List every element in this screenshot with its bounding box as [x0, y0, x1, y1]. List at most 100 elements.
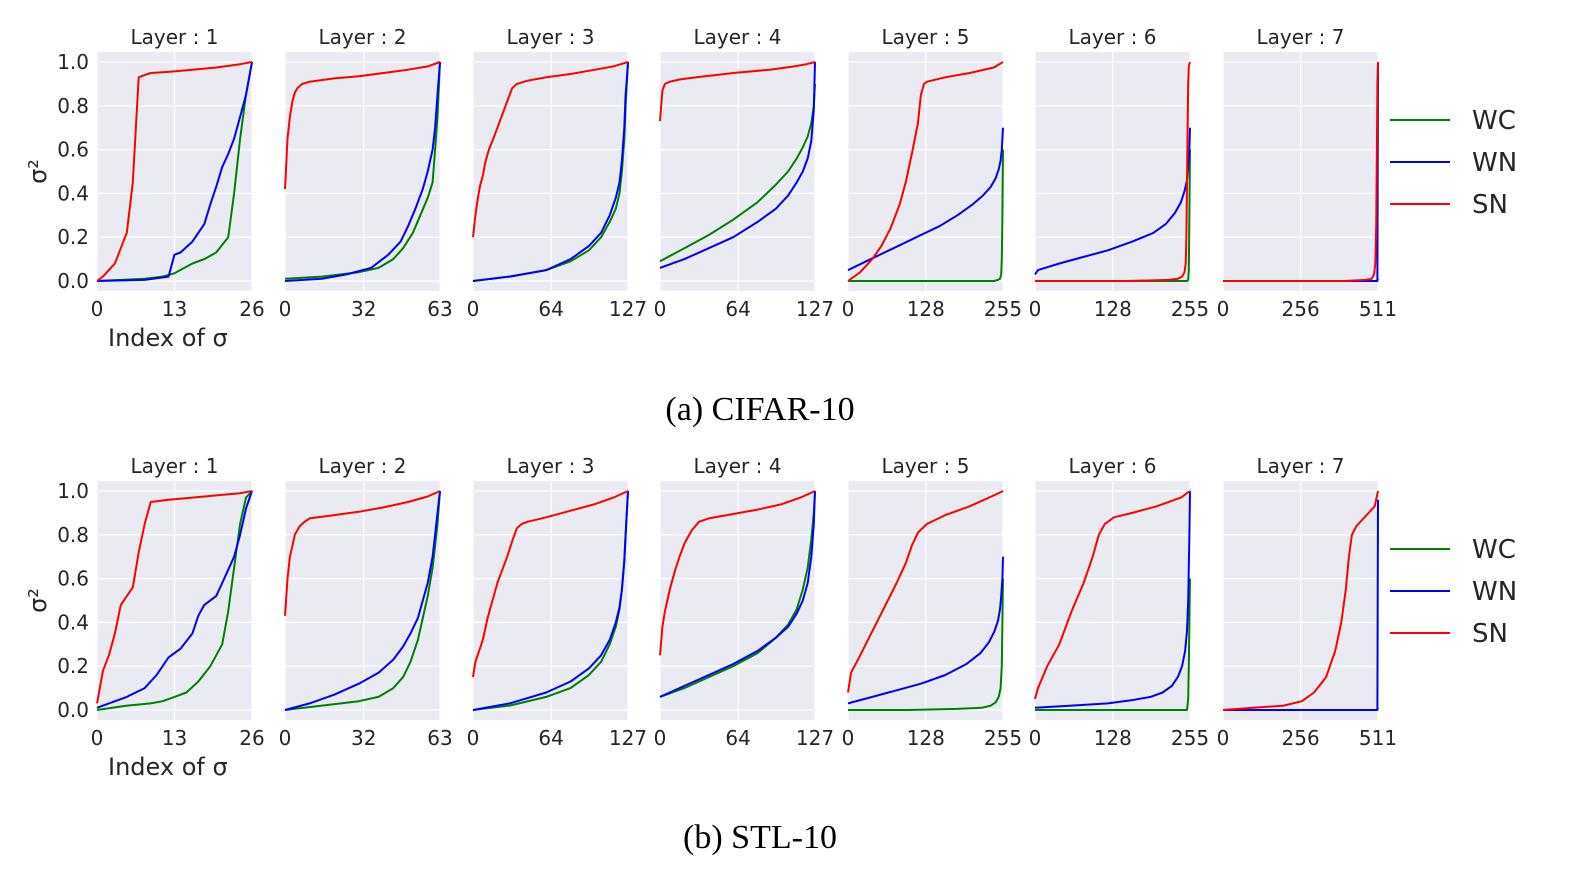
series-line-wn: [847, 127, 1004, 272]
y-tick-label: 1.0: [57, 50, 89, 74]
x-tick-label: 255: [984, 297, 1022, 321]
panel-layer-5: Layer : 5 0 128 255: [842, 454, 1022, 750]
x-tick-label: 255: [1171, 297, 1209, 321]
series-line-sn: [96, 61, 253, 282]
legend-label: SN: [1472, 190, 1508, 220]
y-tick-label: 0.4: [57, 610, 89, 634]
panel-title: Layer : 2: [319, 454, 407, 478]
y-tick-label: 0.0: [57, 698, 89, 722]
panel-title: Layer : 4: [694, 454, 782, 478]
y-tick-label: 0.2: [57, 225, 89, 249]
legend: WC WN SN: [1390, 106, 1517, 220]
x-tick-label: 128: [1094, 297, 1132, 321]
x-tick-label: 127: [796, 297, 834, 321]
y-tick-label: 0.2: [57, 654, 89, 678]
panel-title: Layer : 3: [507, 454, 595, 478]
series-line-wc: [284, 61, 441, 280]
series-line-wn: [284, 61, 441, 282]
x-tick-label: 127: [796, 726, 834, 750]
panel-title: Layer : 2: [319, 25, 407, 49]
series-line-sn: [96, 490, 253, 704]
series-line-sn: [847, 490, 1004, 693]
panel-layer-7: Layer : 7 0 256 511: [1217, 454, 1397, 750]
x-tick-label: 255: [1171, 726, 1209, 750]
x-tick-label: 63: [427, 726, 452, 750]
panel-title: Layer : 6: [1069, 25, 1157, 49]
series-line-wn: [1034, 490, 1191, 709]
series-line-sn: [659, 490, 816, 656]
x-tick-label: 128: [907, 726, 945, 750]
y-tick-label: 0.6: [57, 567, 89, 591]
panel-layer-4: Layer : 4 0 64 127: [654, 25, 834, 321]
y-tick-label: 0.4: [57, 181, 89, 205]
x-tick-label: 0: [1217, 297, 1230, 321]
x-tick-label: 256: [1282, 726, 1320, 750]
plot-background: [285, 52, 440, 291]
series-line-sn: [1035, 61, 1191, 282]
series-line-sn: [1222, 490, 1379, 711]
y-axis-label: σ²: [24, 159, 52, 184]
figure-caption: (a) CIFAR-10: [665, 391, 854, 428]
x-tick-label: 0: [91, 297, 104, 321]
plot-background: [473, 52, 628, 291]
x-tick-label: 127: [609, 726, 647, 750]
panel-layer-1: Layer : 1 0 13 26 0.0 0.2 0.4 0.6 0.8 1.0: [57, 25, 265, 321]
series-line-sn: [284, 61, 441, 190]
x-tick-label: 0: [1029, 297, 1042, 321]
series-line-wc: [96, 490, 253, 711]
plot-background: [473, 481, 628, 720]
series-line-wn: [472, 490, 629, 711]
panel-title: Layer : 1: [131, 25, 219, 49]
legend-label: WC: [1472, 535, 1516, 565]
panel-title: Layer : 1: [131, 454, 219, 478]
figure-caption: (b) STL-10: [683, 819, 837, 856]
series-line-wn: [1223, 499, 1379, 711]
x-axis-label: Index of σ: [108, 324, 228, 352]
plot-background: [285, 481, 440, 720]
x-axis-label: Index of σ: [108, 753, 228, 781]
y-tick-label: 0.8: [57, 523, 89, 547]
x-tick-label: 13: [162, 297, 187, 321]
x-tick-label: 0: [1217, 726, 1230, 750]
series-line-wc: [284, 490, 441, 711]
legend-label: WC: [1472, 106, 1516, 136]
series-line-sn: [472, 61, 629, 238]
legend: WC WN SN: [1390, 535, 1517, 649]
series-line-wc: [848, 578, 1004, 711]
panel-layer-6: Layer : 6 0 128 255: [1029, 454, 1209, 750]
x-tick-label: 64: [538, 297, 563, 321]
panel-layer-1: Layer : 1 0 13 26 0.0 0.2 0.4 0.6 0.8 1.0: [57, 454, 265, 750]
panel-layer-3: Layer : 3 0 64 127: [467, 454, 647, 750]
series-line-sn: [659, 61, 816, 122]
panel-title: Layer : 3: [507, 25, 595, 49]
plot-background: [660, 52, 815, 291]
series-line-wc: [659, 490, 816, 698]
panel-title: Layer : 5: [882, 25, 970, 49]
series-line-wn: [472, 61, 629, 282]
x-tick-label: 64: [725, 726, 750, 750]
series-line-wc: [848, 149, 1004, 282]
x-tick-label: 32: [351, 726, 376, 750]
panel-title: Layer : 7: [1257, 454, 1345, 478]
panel-layer-3: Layer : 3 0 64 127: [467, 25, 647, 321]
y-tick-label: 0.6: [57, 138, 89, 162]
series-line-sn: [847, 61, 1004, 282]
panel-title: Layer : 4: [694, 25, 782, 49]
x-tick-label: 0: [467, 726, 480, 750]
series-line-sn: [1034, 490, 1191, 700]
x-tick-label: 26: [239, 726, 264, 750]
y-tick-label: 0.0: [57, 269, 89, 293]
legend-label: SN: [1472, 619, 1508, 649]
series-line-wn: [847, 556, 1004, 705]
series-line-wc: [96, 61, 253, 282]
x-tick-label: 511: [1359, 726, 1397, 750]
panel-layer-4: Layer : 4 0 64 127: [654, 454, 834, 750]
legend-label: WN: [1472, 577, 1517, 607]
x-tick-label: 127: [609, 297, 647, 321]
panel-layer-2: Layer : 2 0 32 63: [279, 454, 453, 750]
panel-title: Layer : 5: [882, 454, 970, 478]
x-tick-label: 256: [1282, 297, 1320, 321]
x-tick-label: 255: [984, 726, 1022, 750]
x-tick-label: 0: [654, 726, 667, 750]
